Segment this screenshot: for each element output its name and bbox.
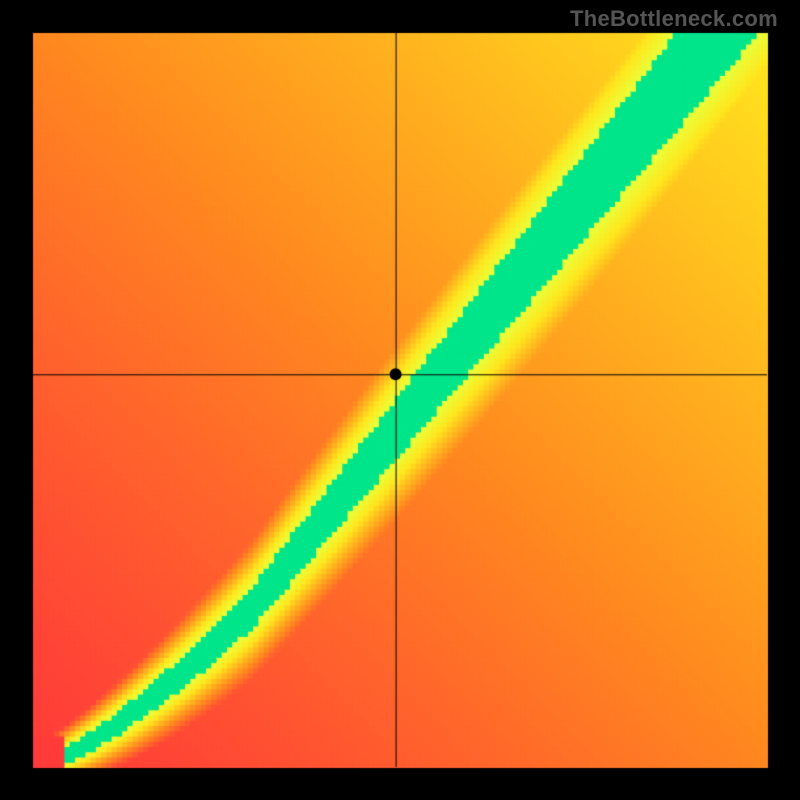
bottleneck-heatmap — [0, 0, 800, 800]
chart-container: TheBottleneck.com — [0, 0, 800, 800]
watermark-text: TheBottleneck.com — [570, 6, 778, 32]
